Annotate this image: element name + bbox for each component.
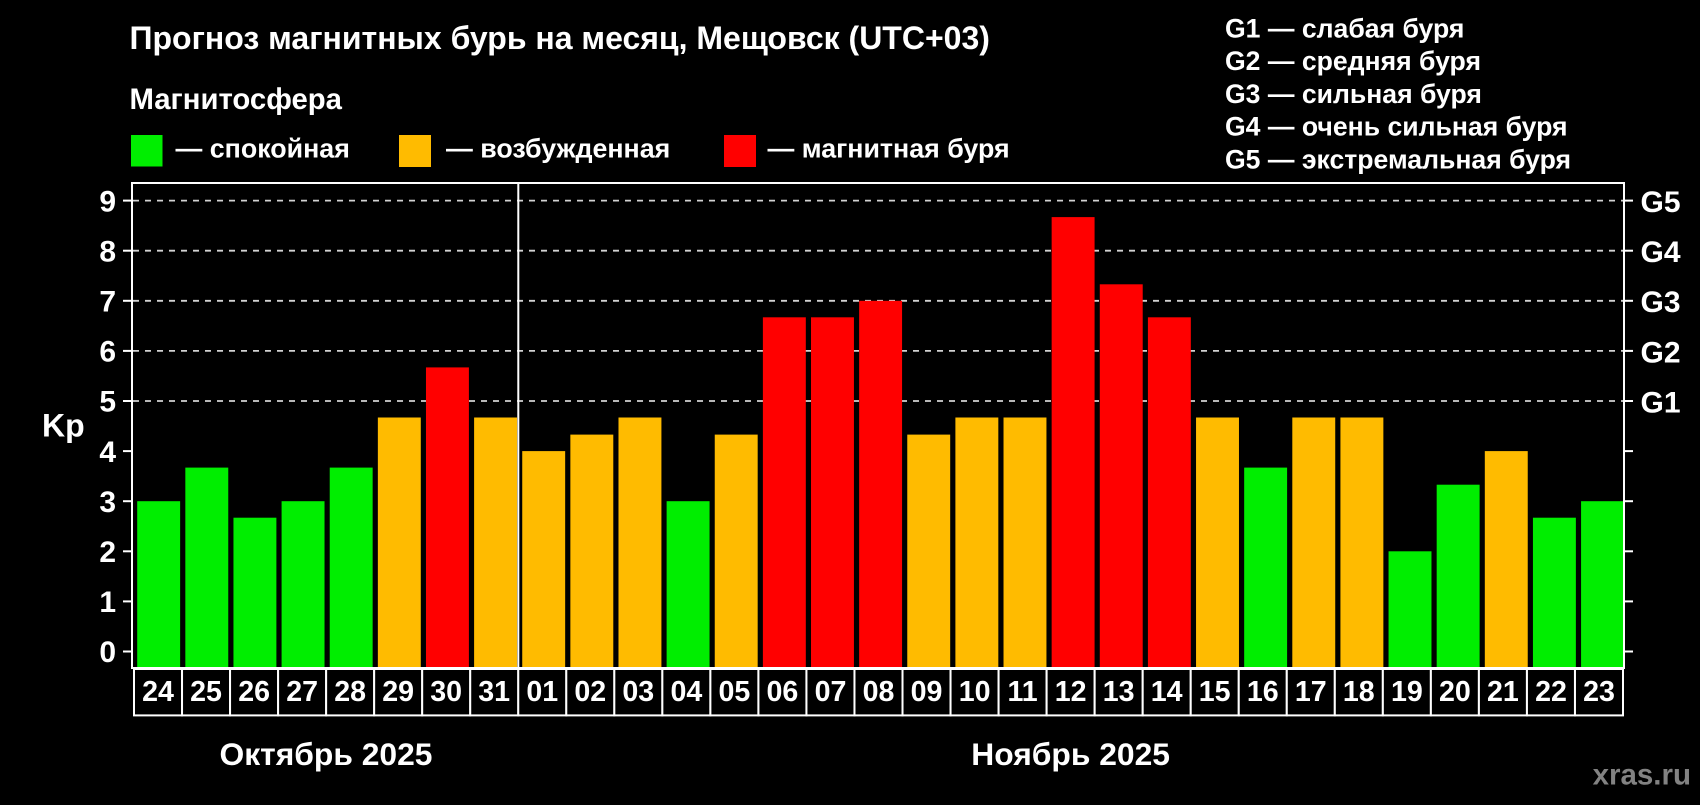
svg-text:07: 07: [815, 676, 847, 708]
svg-text:Прогноз магнитных бурь на меся: Прогноз магнитных бурь на месяц, Мещовск…: [130, 20, 990, 56]
svg-text:03: 03: [622, 676, 654, 708]
svg-text:20: 20: [1439, 676, 1471, 708]
svg-text:2: 2: [99, 536, 116, 569]
svg-text:01: 01: [526, 676, 558, 708]
svg-text:xras.ru: xras.ru: [1593, 759, 1691, 792]
svg-text:— возбужденная: — возбужденная: [446, 133, 670, 163]
svg-text:02: 02: [574, 676, 606, 708]
svg-text:Магнитосфера: Магнитосфера: [130, 83, 343, 116]
svg-text:23: 23: [1583, 676, 1615, 708]
svg-text:Kp: Kp: [42, 408, 85, 444]
svg-text:4: 4: [99, 436, 116, 469]
svg-text:29: 29: [382, 676, 414, 708]
svg-text:G2: G2: [1641, 336, 1681, 369]
svg-text:24: 24: [142, 676, 174, 708]
svg-text:06: 06: [766, 676, 798, 708]
svg-text:G3: G3: [1641, 286, 1681, 319]
svg-text:18: 18: [1343, 676, 1375, 708]
svg-text:27: 27: [286, 676, 318, 708]
svg-text:17: 17: [1295, 676, 1327, 708]
svg-text:Ноябрь 2025: Ноябрь 2025: [971, 736, 1170, 772]
svg-text:08: 08: [863, 676, 895, 708]
svg-text:G4 — очень сильная буря: G4 — очень сильная буря: [1225, 112, 1568, 142]
svg-text:G1: G1: [1641, 386, 1681, 419]
svg-text:9: 9: [99, 185, 116, 218]
svg-text:19: 19: [1391, 676, 1423, 708]
svg-text:G1 — слабая буря: G1 — слабая буря: [1225, 14, 1464, 44]
svg-text:3: 3: [99, 486, 116, 519]
svg-text:13: 13: [1103, 676, 1135, 708]
svg-text:16: 16: [1247, 676, 1279, 708]
svg-text:10: 10: [959, 676, 991, 708]
svg-text:30: 30: [430, 676, 462, 708]
svg-text:31: 31: [478, 676, 510, 708]
svg-text:— спокойная: — спокойная: [176, 133, 350, 163]
svg-text:7: 7: [99, 286, 116, 319]
svg-text:8: 8: [99, 235, 116, 268]
svg-text:11: 11: [1007, 676, 1037, 708]
svg-text:05: 05: [718, 676, 750, 708]
svg-text:G2 — средняя буря: G2 — средняя буря: [1225, 46, 1481, 76]
svg-text:26: 26: [238, 676, 270, 708]
svg-text:6: 6: [99, 336, 116, 369]
svg-text:28: 28: [334, 676, 366, 708]
svg-text:G5 — экстремальная буря: G5 — экстремальная буря: [1225, 144, 1571, 174]
svg-text:— магнитная буря: — магнитная буря: [768, 133, 1010, 163]
svg-text:G3 — сильная буря: G3 — сильная буря: [1225, 79, 1482, 109]
svg-text:0: 0: [99, 636, 116, 669]
svg-text:25: 25: [190, 676, 222, 708]
svg-text:12: 12: [1055, 676, 1087, 708]
svg-text:G4: G4: [1641, 236, 1681, 269]
svg-text:1: 1: [99, 586, 116, 619]
svg-text:21: 21: [1487, 676, 1519, 708]
svg-text:15: 15: [1199, 676, 1231, 708]
svg-text:14: 14: [1151, 676, 1183, 708]
svg-text:Октябрь 2025: Октябрь 2025: [220, 736, 433, 772]
svg-text:09: 09: [911, 676, 943, 708]
svg-text:5: 5: [99, 386, 116, 419]
svg-text:04: 04: [670, 676, 702, 708]
svg-text:G5: G5: [1641, 186, 1681, 219]
svg-text:22: 22: [1535, 676, 1567, 708]
